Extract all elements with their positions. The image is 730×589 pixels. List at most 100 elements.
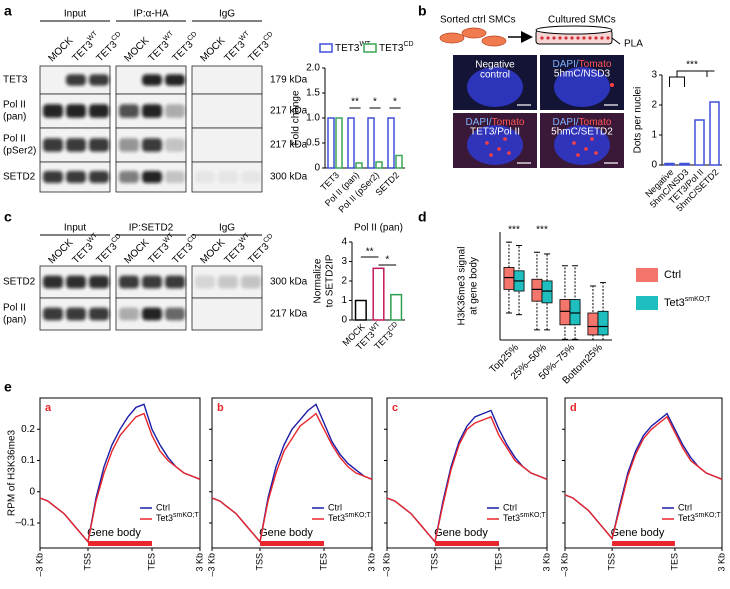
bar bbox=[395, 154, 403, 169]
bar bbox=[347, 117, 355, 169]
group-label: IgG bbox=[219, 223, 235, 234]
gene-body bbox=[88, 541, 152, 546]
blot-band bbox=[165, 74, 185, 86]
gene-body-label: Gene body bbox=[259, 527, 313, 539]
blot-band bbox=[66, 171, 86, 183]
lane-label: MOCK bbox=[122, 237, 151, 266]
significance: *** bbox=[686, 60, 698, 71]
pla-dot bbox=[576, 153, 580, 157]
stain-dapi: DAPI/ bbox=[466, 117, 492, 128]
nucleus bbox=[467, 67, 523, 107]
bar bbox=[664, 162, 675, 166]
y-tick-label: 2 bbox=[341, 276, 347, 287]
group-label: IgG bbox=[219, 9, 235, 20]
image-stain: DAPI/Tomato bbox=[553, 59, 612, 70]
y-tick-label: 1 bbox=[341, 295, 347, 306]
x-tick-label: 3 Kb bbox=[366, 553, 376, 572]
legend-label-text: Tet3 bbox=[664, 297, 685, 309]
significance: *** bbox=[508, 225, 520, 236]
lane-label-sup: WT bbox=[238, 231, 251, 244]
blot-band bbox=[89, 74, 109, 86]
line bbox=[564, 415, 723, 541]
cell-icon bbox=[481, 35, 507, 47]
row-label: Pol II bbox=[3, 134, 26, 145]
image-label: Negative bbox=[475, 60, 515, 71]
legend-swatch bbox=[636, 268, 658, 282]
legend-label-sup: smKO;T bbox=[685, 296, 711, 303]
y-tick-label: 0 bbox=[314, 163, 320, 174]
line bbox=[39, 403, 201, 544]
blot-band bbox=[218, 171, 238, 183]
blot-band bbox=[142, 307, 162, 321]
blot-band bbox=[218, 275, 238, 289]
blot-band bbox=[165, 171, 185, 183]
box bbox=[597, 310, 609, 336]
panel-label: e bbox=[4, 379, 12, 395]
lane-label-text: TET3 bbox=[246, 241, 271, 266]
blot-band bbox=[119, 171, 139, 183]
dish-cell bbox=[594, 36, 598, 40]
blot-band bbox=[66, 275, 86, 289]
stain-tomato: Tomato bbox=[579, 59, 612, 70]
kda-label: 217 kDa bbox=[270, 140, 308, 151]
line bbox=[386, 415, 548, 544]
y-tick-label: –0.1 bbox=[16, 518, 36, 529]
legend-label-text: TET3 bbox=[379, 43, 404, 54]
legend-label: Ctrl bbox=[678, 502, 692, 512]
pla-to: Cultured SMCs bbox=[548, 15, 616, 26]
blot-band bbox=[142, 171, 162, 183]
x-tick-label: TSS bbox=[254, 553, 264, 571]
row-label: (pan) bbox=[3, 315, 26, 326]
dish-cell bbox=[546, 36, 550, 40]
legend-label-text: Tet3 bbox=[503, 513, 520, 523]
lane-label-sup: CD bbox=[186, 30, 198, 42]
legend-label-sup: smKO;T bbox=[520, 512, 546, 519]
lane-label-text: TET3 bbox=[246, 39, 271, 64]
box bbox=[541, 280, 553, 304]
y-axis-label: Fold change bbox=[291, 90, 302, 145]
lane-label-text: TET3 bbox=[170, 241, 195, 266]
lane-label: MOCK bbox=[198, 237, 227, 266]
legend-label-sup: smKO;T bbox=[695, 512, 721, 519]
dish-cell bbox=[552, 36, 556, 40]
lane-label-text: MOCK bbox=[198, 237, 227, 266]
lane-label-sup: CD bbox=[110, 232, 122, 244]
blot-band bbox=[66, 307, 86, 321]
bar bbox=[355, 162, 363, 169]
bar bbox=[354, 299, 367, 321]
cell-icon bbox=[461, 27, 487, 39]
dish-cell bbox=[582, 36, 586, 40]
blot-band bbox=[66, 138, 86, 152]
bar bbox=[387, 117, 395, 169]
pla-dot bbox=[503, 137, 507, 141]
lane-label-sup: WT bbox=[86, 231, 99, 244]
x-tick-label-sup: WT bbox=[369, 320, 382, 333]
y-tick-label: 0.2 bbox=[21, 424, 35, 435]
kda-label: 179 kDa bbox=[270, 75, 308, 86]
lane-label-text: MOCK bbox=[122, 237, 151, 266]
box bbox=[503, 267, 515, 290]
line bbox=[39, 412, 201, 544]
pla-dot bbox=[507, 151, 511, 155]
dish-cell bbox=[588, 36, 592, 40]
x-tick-label-sup: CD bbox=[387, 321, 399, 333]
stain-tomato: Tomato bbox=[579, 117, 612, 128]
gene-body-label: Gene body bbox=[87, 527, 141, 539]
dish-cell bbox=[558, 36, 562, 40]
y-axis-label: at gene body bbox=[469, 257, 480, 315]
legend-label-sup: smKO;T bbox=[173, 512, 199, 519]
dish-cell bbox=[564, 36, 568, 40]
y-tick-label: 0 bbox=[651, 160, 657, 171]
cell-icon bbox=[439, 32, 465, 44]
plot-frame bbox=[39, 397, 201, 549]
blot-band bbox=[119, 138, 139, 152]
legend-swatch bbox=[363, 43, 377, 53]
lane-label-text: TET3 bbox=[94, 241, 119, 266]
line bbox=[211, 403, 373, 544]
image-stain: DAPI/Tomato bbox=[553, 117, 612, 128]
chart-title: Pol II (pan) bbox=[354, 223, 403, 234]
lane-label-sup: WT bbox=[162, 29, 175, 42]
gene-body bbox=[612, 541, 675, 546]
x-tick-label: TSS bbox=[82, 553, 92, 571]
y-tick-label: 2.0 bbox=[306, 63, 320, 74]
